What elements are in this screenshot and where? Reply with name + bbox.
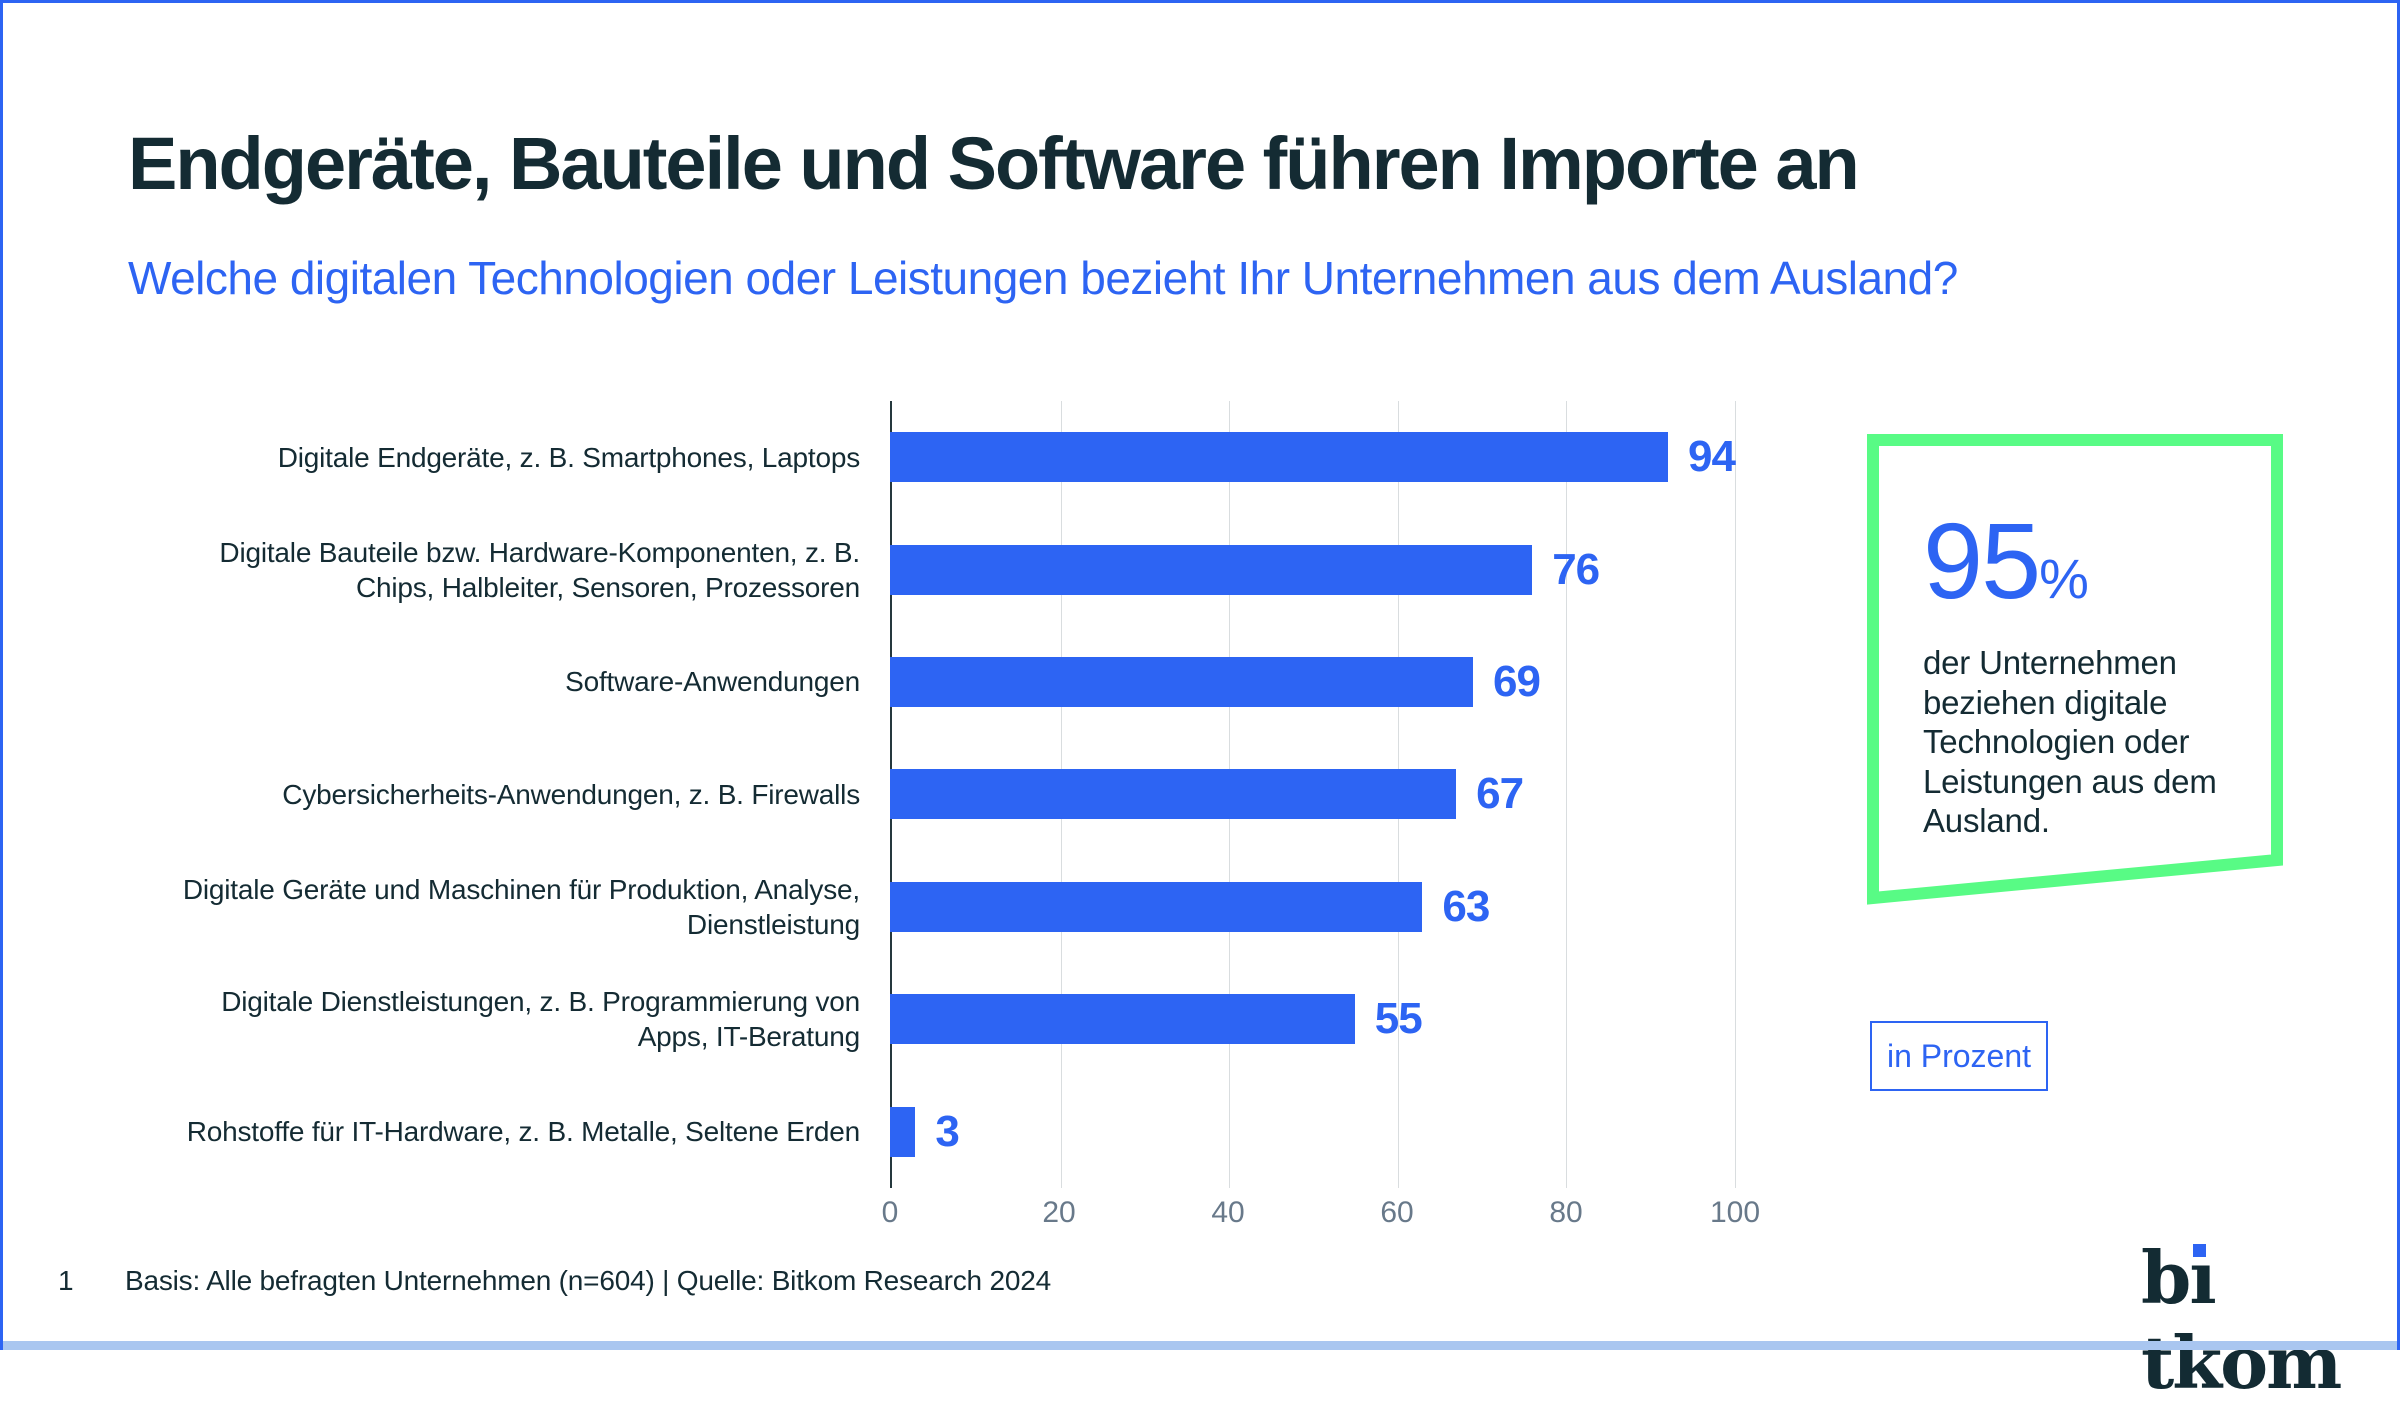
- bar-track: 94: [890, 432, 1736, 483]
- gridline: [1566, 401, 1568, 1188]
- category-label: Digitale Geräte und Maschinen für Produk…: [182, 873, 860, 940]
- callout-value-line: 95%: [1923, 507, 2223, 615]
- category-label: Digitale Endgeräte, z. B. Smartphones, L…: [277, 441, 860, 473]
- callout-text: der Unternehmen beziehen digitale Techno…: [1923, 644, 2217, 840]
- bar-chart: Digitale Endgeräte, z. B. Smartphones, L…: [135, 401, 1775, 1231]
- x-tick-label: 20: [1042, 1196, 1076, 1229]
- page-number: 1: [58, 1265, 74, 1296]
- page-subtitle: Welche digitalen Technologien oder Leist…: [128, 252, 1958, 304]
- callout-green-frame: [1867, 434, 2283, 905]
- category-label: Digitale Bauteile bzw. Hardware-Komponen…: [219, 536, 860, 603]
- value-label: 76: [1552, 544, 1600, 594]
- chart-row: Digitale Dienstleistungen, z. B. Program…: [135, 963, 1735, 1075]
- chart-row: Digitale Bauteile bzw. Hardware-Komponen…: [135, 513, 1735, 625]
- logo-i: ı: [2189, 1235, 2216, 1320]
- category-label: Cybersicherheits-Anwendungen, z. B. Fire…: [282, 778, 860, 810]
- x-tick-label: 40: [1211, 1196, 1245, 1229]
- value-label: 94: [1688, 432, 1736, 482]
- bar-track: 67: [890, 769, 1735, 820]
- chart-rows: Digitale Endgeräte, z. B. Smartphones, L…: [135, 401, 1736, 1188]
- category-label: Software-Anwendungen: [565, 666, 860, 698]
- bar-track: 55: [890, 994, 1735, 1045]
- percent-sign: %: [2039, 547, 2089, 610]
- unit-box-label: in Prozent: [1886, 1037, 2032, 1074]
- gridline: [1735, 401, 1736, 1188]
- bar: [890, 1106, 916, 1157]
- bar-track: 69: [890, 656, 1735, 707]
- footer-source: Basis: Alle befragten Unternehmen (n=604…: [125, 1265, 1051, 1296]
- bar: [890, 656, 1474, 707]
- bar-track: 76: [890, 544, 1735, 595]
- bar: [890, 881, 1423, 932]
- bar: [890, 544, 1533, 595]
- unit-box: in Prozent: [1870, 1021, 2048, 1091]
- bottom-accent-strip: [3, 1341, 2397, 1350]
- value-label: 67: [1476, 769, 1524, 819]
- x-axis-ticks: 0 20 40 60 80 100: [882, 1196, 1760, 1236]
- bar: [890, 769, 1457, 820]
- callout-box: 95% der Unternehmen beziehen digitale Te…: [1865, 432, 2285, 912]
- bar-track: 3: [890, 1106, 1735, 1157]
- chart-row: Cybersicherheits-Anwendungen, z. B. Fire…: [135, 738, 1735, 850]
- callout-value: 95: [1923, 500, 2041, 621]
- bar: [890, 432, 1669, 483]
- logo-pre: b: [2141, 1235, 2191, 1320]
- chart-row: Software-Anwendungen 69: [135, 626, 1735, 738]
- value-label: 3: [935, 1106, 960, 1156]
- x-tick-label: 60: [1380, 1196, 1414, 1229]
- chart-row: Digitale Endgeräte, z. B. Smartphones, L…: [135, 401, 1736, 513]
- x-tick-label: 100: [1709, 1196, 1761, 1229]
- bar: [890, 994, 1355, 1045]
- logo-i-dot: [2193, 1244, 2207, 1257]
- category-label: Rohstoffe für IT-Hardware, z. B. Metalle…: [186, 1116, 860, 1148]
- category-label: Digitale Dienstleistungen, z. B. Program…: [221, 986, 860, 1053]
- value-label: 55: [1374, 994, 1423, 1044]
- x-tick-label: 0: [881, 1196, 899, 1229]
- bar-track: 63: [890, 881, 1735, 932]
- chart-row: Digitale Geräte und Maschinen für Produk…: [135, 851, 1735, 963]
- callout-content: 95% der Unternehmen beziehen digitale Te…: [1923, 507, 2223, 841]
- value-label: 69: [1493, 656, 1541, 706]
- chart-row: Rohstoffe für IT-Hardware, z. B. Metalle…: [135, 1075, 1735, 1187]
- logo-post: tkom: [2141, 1320, 2342, 1405]
- value-label: 63: [1442, 881, 1490, 931]
- x-tick-label: 80: [1549, 1196, 1583, 1229]
- bitkom-logo: bı tkom: [2141, 1235, 2397, 1405]
- page-title: Endgeräte, Bauteile und Software führen …: [128, 122, 1860, 205]
